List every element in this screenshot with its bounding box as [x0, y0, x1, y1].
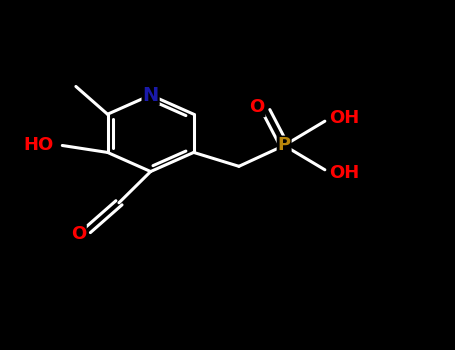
Text: HO: HO — [23, 136, 53, 154]
Text: O: O — [249, 98, 265, 116]
Text: OH: OH — [329, 164, 359, 182]
Text: OH: OH — [329, 109, 359, 127]
Text: O: O — [71, 225, 86, 243]
Text: P: P — [278, 136, 291, 154]
Text: N: N — [142, 86, 159, 105]
